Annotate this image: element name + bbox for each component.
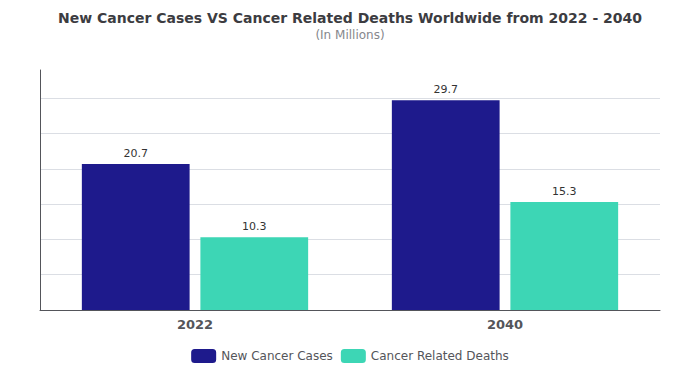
svg-text:New Cancer Cases: New Cancer Cases [221, 349, 333, 363]
svg-text:29.7: 29.7 [433, 83, 458, 96]
svg-text:New Cancer Cases VS Cancer Rel: New Cancer Cases VS Cancer Related Death… [58, 10, 642, 26]
svg-text:Cancer Related Deaths: Cancer Related Deaths [371, 349, 509, 363]
svg-text:10.3: 10.3 [242, 220, 266, 233]
svg-text:2022: 2022 [177, 317, 213, 332]
svg-text:20.7: 20.7 [123, 147, 148, 160]
svg-text:15.3: 15.3 [552, 185, 577, 198]
svg-text:(In Millions): (In Millions) [315, 28, 384, 42]
svg-text:2040: 2040 [487, 317, 523, 332]
